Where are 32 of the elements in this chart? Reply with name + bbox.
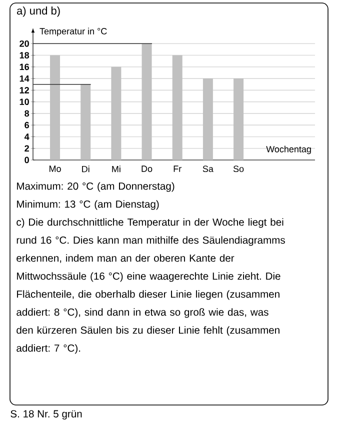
bar — [50, 55, 60, 160]
y-tick-label: 0 — [24, 156, 29, 164]
y-tick-label: 14 — [20, 75, 30, 82]
x-tick-label: Di — [82, 166, 90, 172]
y-tick-label: 6 — [24, 122, 29, 128]
bar — [142, 44, 152, 160]
y-tick-label: 12 — [20, 87, 29, 94]
y-tick-label: 4 — [24, 134, 30, 140]
text: S. 18 Nr. 5 grün — [10, 410, 82, 420]
x-tick-label: Sa — [202, 166, 214, 172]
x-tick-label: Mi — [112, 166, 120, 172]
y-tick-label: 16 — [20, 64, 29, 70]
y-tick-label: 10 — [20, 98, 29, 106]
bar — [172, 55, 182, 160]
y-axis-title: Temperatur in °C — [40, 28, 107, 36]
x-tick-label: Do — [142, 166, 152, 172]
bar — [202, 78, 213, 160]
x-tick-label: So — [233, 166, 244, 172]
text: Minimum: 13 °C (am Dienstag) — [17, 200, 159, 210]
y-tick-label: 20 — [20, 40, 29, 47]
text: c) Die durchschnittliche Temperatur in der Woche liegt bei rund 16 °C. Dies kann man mithilfe des Säulendiagramms erkennen, indem man an der oberen Kante der Mittwochssäule (16 °C) eine waagerechte Linie zieht. Die Flächenteile, die oberhalb dieser Linie liegen (zusammen addiert: 8 °C), sind dann in etwa so groß wie das, was den kürzeren Säulen bis zu dieser Linie fehlt (zusammen addiert: 7 °C). — [16, 218, 285, 354]
x-axis-title: Wochentag — [266, 146, 311, 154]
bar — [111, 66, 122, 160]
y-tick-label: 2 — [24, 145, 29, 152]
text: Maximum: 20 °C (am Donnerstag) — [17, 182, 174, 192]
y-tick-label: 18 — [20, 52, 30, 58]
x-tick-label: Mo — [50, 166, 61, 172]
x-tick-label: Fr — [174, 166, 182, 172]
bar — [80, 84, 91, 160]
bar — [234, 78, 244, 160]
chart-title: a) und b) — [17, 6, 60, 17]
y-tick-label: 8 — [24, 110, 30, 117]
